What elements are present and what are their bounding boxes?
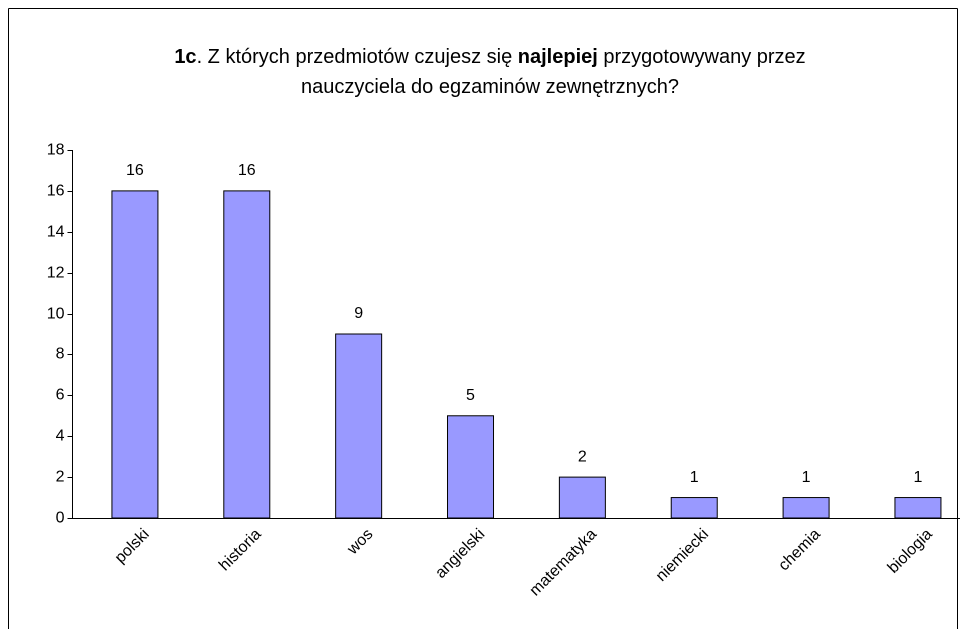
value-label: 5 [466,387,475,404]
x-tick-label: biologia [885,526,936,577]
x-tick-label: niemiecki [653,526,712,585]
y-tick-label: 2 [56,469,65,486]
bar [670,497,718,519]
x-tick-label: wos [344,526,377,559]
y-tick-label: 12 [47,265,65,282]
value-label: 1 [690,469,699,486]
title-run: nauczyciela do egzaminów zewnętrznych? [301,76,679,98]
value-label: 1 [913,469,922,486]
x-tick-label: polski [112,526,153,567]
x-tick-label: matematyka [527,526,601,600]
y-tick-label: 16 [47,183,65,200]
title-run: 1c [174,46,196,68]
value-label: 9 [354,305,363,322]
bar [223,190,271,519]
x-tick-label: angielski [432,526,488,582]
y-tick-label: 14 [47,224,65,241]
value-label: 16 [238,162,256,179]
y-tick-label: 4 [56,428,65,445]
y-tick-label: 6 [56,387,65,404]
bar [447,415,495,519]
value-label: 1 [802,469,811,486]
bar [558,476,606,519]
x-tick-label: historia [216,526,265,575]
chart-title: nauczyciela do egzaminów zewnętrznych? [301,76,679,98]
x-tick-label: chemia [775,526,824,575]
y-tick-label: 0 [56,510,65,527]
y-tick-label: 18 [47,142,65,159]
bar [335,333,383,519]
value-label: 2 [578,448,587,465]
value-label: 16 [126,162,144,179]
bar [782,497,830,519]
bar [111,190,159,519]
bar [894,497,942,519]
y-tick-label: 10 [47,306,65,323]
title-run: . Z których przedmiotów czujesz się [197,46,518,68]
title-run: najlepiej [518,46,598,68]
chart-title: 1c. Z których przedmiotów czujesz się na… [174,46,805,68]
title-run: przygotowywany przez [598,46,806,68]
y-tick-label: 8 [56,346,65,363]
